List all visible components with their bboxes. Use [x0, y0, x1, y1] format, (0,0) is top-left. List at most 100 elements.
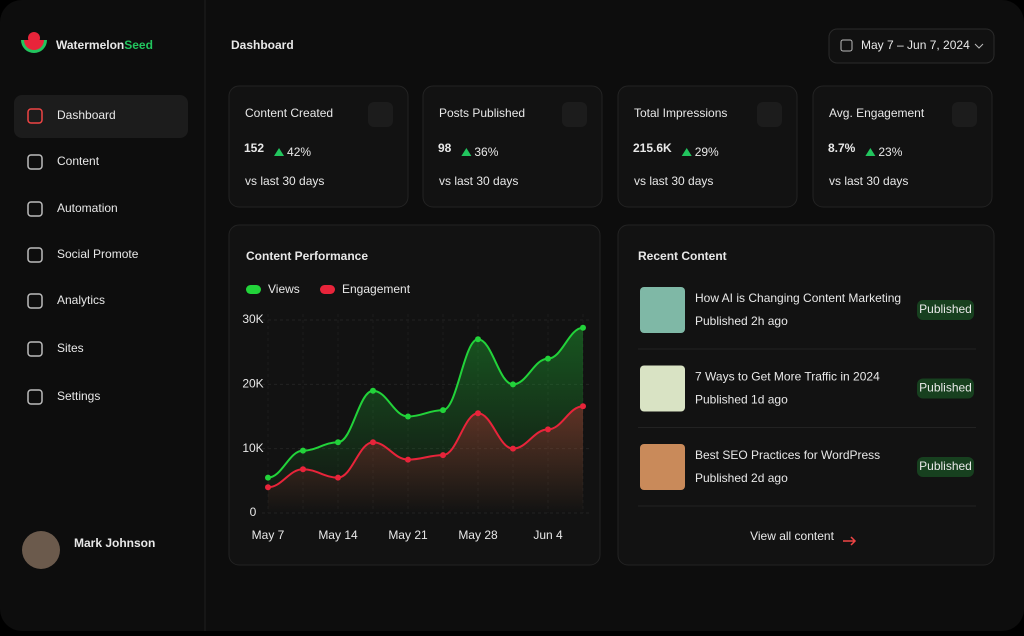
nav-icon	[27, 293, 43, 309]
up-arrow	[865, 148, 876, 156]
link-arrow	[843, 536, 857, 546]
stat-change: 42%	[287, 145, 311, 159]
stat-note: vs last 30 days	[245, 174, 324, 188]
nav-icon	[27, 389, 43, 405]
badge	[917, 457, 974, 477]
date-picker[interactable]	[828, 28, 995, 64]
point	[545, 426, 551, 433]
point	[265, 474, 271, 481]
nav-item[interactable]: Dashboard	[57, 108, 116, 122]
thumbnail	[640, 444, 685, 490]
point	[335, 439, 341, 446]
nav-icon	[27, 108, 43, 124]
line	[267, 326, 584, 479]
nav-icon	[27, 154, 43, 170]
point	[370, 387, 376, 394]
item-time: Published 2h ago	[695, 314, 788, 328]
stat-note: vs last 30 days	[829, 174, 908, 188]
legend-swatch	[320, 285, 335, 294]
nav-item[interactable]: Automation	[57, 201, 118, 215]
point	[405, 413, 411, 420]
point	[580, 403, 586, 410]
x-tick-label: May 14	[318, 528, 358, 542]
stat-card	[617, 85, 798, 208]
stat-change: 29%	[695, 145, 719, 159]
x-tick-label: May 21	[388, 528, 428, 542]
area	[268, 406, 583, 513]
badge-label: Published	[919, 381, 972, 395]
stat-label: Avg. Engagement	[829, 106, 925, 120]
calendar-icon	[840, 39, 853, 52]
thumbnail	[640, 365, 685, 412]
badge	[917, 378, 974, 399]
logo	[21, 32, 47, 53]
nav-icon	[27, 201, 43, 217]
point	[300, 466, 306, 473]
stat-value: 215.6K	[633, 141, 672, 155]
item-time: Published 1d ago	[695, 393, 788, 407]
legend-swatch	[246, 285, 261, 294]
stat-label: Content Created	[245, 106, 333, 120]
avatar	[22, 531, 60, 569]
user-name: Mark Johnson	[74, 536, 155, 550]
item-title[interactable]: How AI is Changing Content Marketing	[695, 291, 901, 305]
brand: WatermelonSeed	[56, 38, 153, 52]
x-tick-label: Jun 4	[533, 528, 563, 542]
nav-item[interactable]: Analytics	[57, 293, 105, 307]
chart-title: Content Performance	[246, 249, 368, 263]
point	[265, 484, 271, 491]
line	[267, 405, 584, 489]
stat-value: 98	[438, 141, 452, 155]
nav-item[interactable]: Content	[57, 154, 100, 168]
item-title[interactable]: 7 Ways to Get More Traffic in 2024	[695, 370, 880, 384]
point	[300, 447, 306, 454]
stat-note: vs last 30 days	[439, 174, 518, 188]
nav-item[interactable]: Social Promote	[57, 247, 139, 261]
nav-icon	[27, 341, 43, 357]
y-tick-label: 20K	[242, 377, 263, 391]
legend-label: Views	[268, 282, 300, 296]
stat-icon	[368, 102, 393, 127]
nav-icon	[27, 247, 43, 263]
date-range: May 7 – Jun 7, 2024	[861, 38, 970, 52]
stat-card	[812, 85, 993, 208]
item-time: Published 2d ago	[695, 471, 788, 485]
x-tick-label: May 7	[252, 528, 285, 542]
point	[335, 474, 341, 481]
up-arrow	[681, 148, 692, 156]
stat-note: vs last 30 days	[634, 174, 713, 188]
up-arrow	[274, 148, 285, 156]
nav-item[interactable]: Settings	[57, 389, 100, 403]
stat-icon	[562, 102, 587, 127]
stat-change: 23%	[878, 145, 902, 159]
point	[440, 407, 446, 414]
point	[440, 452, 446, 459]
up-arrow	[461, 148, 472, 156]
view-all-link[interactable]: View all content	[750, 529, 834, 543]
point	[405, 456, 411, 463]
stat-label: Posts Published	[439, 106, 525, 120]
y-tick-label: 30K	[242, 312, 263, 326]
stat-value: 8.7%	[828, 141, 856, 155]
stat-icon	[952, 102, 977, 127]
badge	[917, 300, 974, 320]
point	[510, 381, 516, 388]
stat-card	[228, 85, 409, 208]
nav-active	[14, 95, 188, 138]
nav-item[interactable]: Sites	[57, 341, 84, 355]
legend-label: Engagement	[342, 282, 411, 296]
badge-label: Published	[919, 302, 972, 316]
point	[510, 445, 516, 452]
point	[475, 336, 481, 343]
stat-card	[422, 85, 603, 208]
point	[370, 439, 376, 446]
page-title: Dashboard	[231, 38, 294, 52]
point	[545, 355, 551, 362]
x-tick-label: May 28	[458, 528, 498, 542]
point	[580, 324, 586, 331]
stat-value: 152	[244, 141, 264, 155]
item-title[interactable]: Best SEO Practices for WordPress	[695, 448, 880, 462]
stat-label: Total Impressions	[634, 106, 727, 120]
point	[475, 410, 481, 417]
